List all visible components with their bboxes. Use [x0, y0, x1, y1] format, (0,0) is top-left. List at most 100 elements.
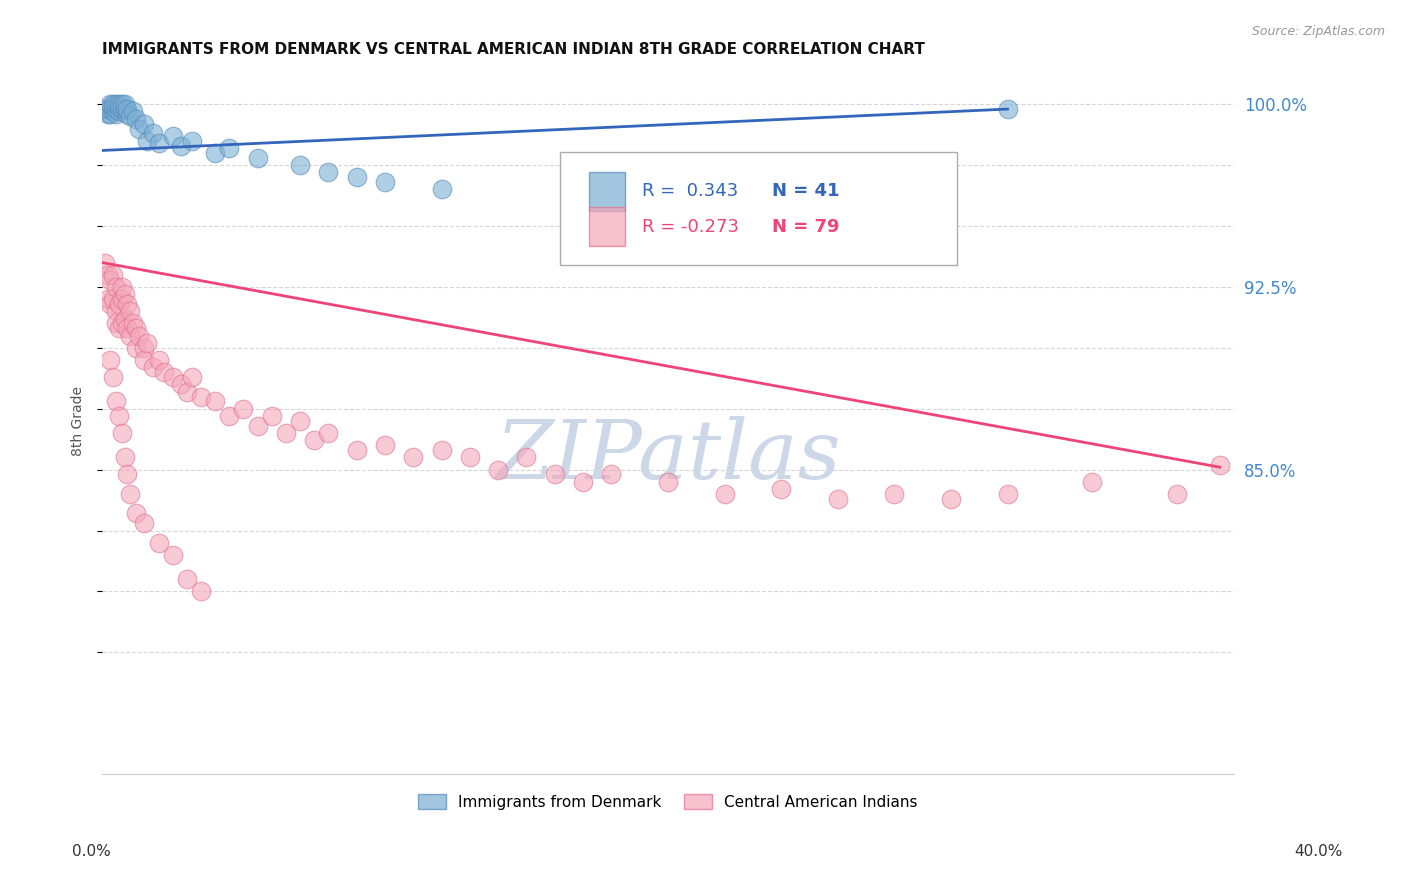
Point [713, 487, 735, 501]
Point [204, 394, 226, 409]
Point [318, 165, 340, 179]
FancyBboxPatch shape [561, 153, 956, 266]
Point [600, 467, 623, 482]
Text: N = 41: N = 41 [772, 182, 839, 201]
Point [103, 104, 125, 119]
Point [97, 268, 120, 282]
FancyBboxPatch shape [589, 172, 624, 211]
Text: R = -0.273: R = -0.273 [643, 218, 740, 235]
Point [162, 370, 184, 384]
Point [827, 491, 849, 506]
Point [128, 328, 150, 343]
Point [374, 438, 396, 452]
Point [246, 151, 269, 165]
Point [134, 516, 156, 531]
Point [148, 136, 170, 151]
Point [103, 370, 125, 384]
Point [122, 317, 145, 331]
Point [176, 572, 198, 586]
Point [93, 255, 115, 269]
Point [108, 297, 131, 311]
Point [100, 97, 122, 112]
Point [103, 292, 125, 306]
Point [105, 97, 128, 112]
Point [176, 384, 198, 399]
Point [125, 321, 148, 335]
Point [190, 390, 212, 404]
Point [302, 434, 325, 448]
Point [117, 467, 139, 482]
Point [111, 102, 134, 116]
Point [105, 317, 128, 331]
Point [883, 487, 905, 501]
Point [148, 353, 170, 368]
Point [111, 425, 134, 440]
Text: ZIPatlas: ZIPatlas [495, 417, 841, 496]
Point [117, 297, 139, 311]
Text: Source: ZipAtlas.com: Source: ZipAtlas.com [1251, 25, 1385, 38]
Point [170, 138, 193, 153]
Point [103, 268, 125, 282]
Point [125, 112, 148, 126]
Point [153, 365, 176, 379]
Point [117, 102, 139, 116]
Point [97, 102, 120, 116]
Point [105, 102, 128, 116]
Point [346, 170, 368, 185]
Point [134, 353, 156, 368]
Point [125, 341, 148, 355]
Point [105, 107, 128, 121]
Point [544, 467, 567, 482]
Point [128, 121, 150, 136]
Point [997, 102, 1019, 116]
Point [120, 304, 142, 318]
Point [103, 100, 125, 114]
Point [103, 97, 125, 112]
Point [148, 535, 170, 549]
Point [114, 102, 136, 116]
Text: 0.0%: 0.0% [72, 845, 111, 859]
Point [657, 475, 679, 489]
Point [93, 102, 115, 116]
Point [374, 175, 396, 189]
Point [111, 292, 134, 306]
Point [134, 117, 156, 131]
Legend: Immigrants from Denmark, Central American Indians: Immigrants from Denmark, Central America… [412, 788, 924, 816]
Point [260, 409, 283, 423]
Point [162, 128, 184, 143]
Point [108, 97, 131, 112]
Point [136, 134, 159, 148]
Point [288, 414, 311, 428]
Point [111, 280, 134, 294]
Point [136, 335, 159, 350]
Text: IMMIGRANTS FROM DENMARK VS CENTRAL AMERICAN INDIAN 8TH GRADE CORRELATION CHART: IMMIGRANTS FROM DENMARK VS CENTRAL AMERI… [101, 42, 925, 57]
Point [125, 507, 148, 521]
Point [97, 107, 120, 121]
Point [120, 328, 142, 343]
Point [114, 97, 136, 112]
Point [117, 107, 139, 121]
Point [100, 353, 122, 368]
Point [100, 102, 122, 116]
Point [117, 321, 139, 335]
Point [111, 317, 134, 331]
Point [105, 280, 128, 294]
Point [402, 450, 425, 465]
Point [458, 450, 481, 465]
Point [939, 491, 962, 506]
Point [100, 272, 122, 286]
Point [430, 182, 453, 196]
Point [181, 370, 204, 384]
Point [134, 341, 156, 355]
Point [170, 377, 193, 392]
Point [572, 475, 595, 489]
Point [105, 394, 128, 409]
Point [181, 134, 204, 148]
Point [142, 127, 165, 141]
Point [120, 487, 142, 501]
Point [204, 145, 226, 160]
Y-axis label: 8th Grade: 8th Grade [72, 386, 86, 456]
Point [122, 104, 145, 119]
Point [114, 450, 136, 465]
Point [108, 104, 131, 119]
